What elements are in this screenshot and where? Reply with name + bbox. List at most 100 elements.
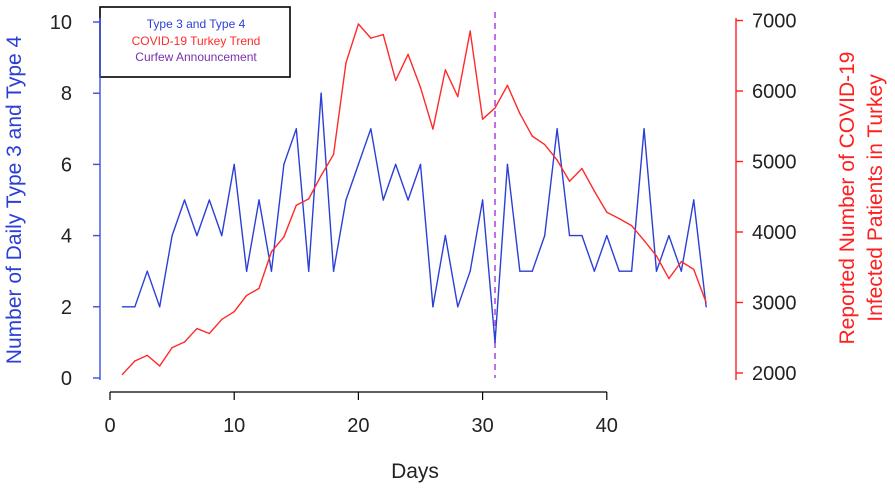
left-tick-label: 10 xyxy=(50,12,72,34)
series-segment xyxy=(407,53,422,89)
series-segment xyxy=(444,69,459,98)
left-tick-label: 8 xyxy=(61,83,72,105)
series-segment xyxy=(668,234,683,272)
series-segment xyxy=(494,163,509,344)
series-segment xyxy=(531,234,546,272)
series-segment xyxy=(394,163,409,201)
series-segment xyxy=(469,199,484,272)
series-segment xyxy=(295,198,310,206)
series-segment xyxy=(407,163,422,201)
series-segment xyxy=(146,270,161,308)
right-tick-label: 5000 xyxy=(752,152,797,174)
series-segment xyxy=(332,199,347,272)
series-segment xyxy=(630,224,645,242)
series-segment xyxy=(568,167,583,182)
legend: Type 3 and Type 4 COVID-19 Turkey Trend … xyxy=(99,6,291,78)
series-segment xyxy=(643,128,658,272)
y-axis-right-title-line1: Reported Number of COVID-19 xyxy=(836,52,859,345)
series-segment xyxy=(643,239,658,257)
right-tick-label: 2000 xyxy=(752,363,797,385)
series-segment xyxy=(270,236,285,253)
series-layer xyxy=(121,23,707,376)
series-segment xyxy=(655,234,670,272)
right-tick-label: 6000 xyxy=(752,81,797,103)
series-segment xyxy=(258,251,273,290)
series-segment xyxy=(593,190,608,213)
x-tick-label: 0 xyxy=(104,415,115,437)
series-segment xyxy=(382,33,397,82)
series-segment xyxy=(183,199,198,237)
series-segment xyxy=(394,53,409,82)
series-segment xyxy=(519,112,533,137)
series-segment xyxy=(618,217,633,227)
series-segment xyxy=(308,174,322,200)
right-tick-label: 7000 xyxy=(752,11,797,33)
series-segment xyxy=(134,354,148,362)
left-tick-label: 6 xyxy=(61,154,72,176)
series-segment xyxy=(506,84,521,115)
series-segment xyxy=(593,234,608,272)
legend-entry-covid: COVID-19 Turkey Trend xyxy=(132,34,261,48)
series-segment xyxy=(556,159,571,182)
series-segment xyxy=(606,234,620,272)
series-segment xyxy=(370,128,384,201)
x-tick-label: 30 xyxy=(471,415,493,437)
series-segment xyxy=(283,204,297,238)
series-segment xyxy=(146,354,161,367)
series-segment xyxy=(270,163,285,272)
legend-entry-curfew: Curfew Announcement xyxy=(135,50,257,64)
y-axis-right-title-line2: Infected Patients in Turkey xyxy=(864,74,887,322)
series-segment xyxy=(233,163,248,272)
right-tick-label: 3000 xyxy=(752,293,797,315)
left-tick-label: 0 xyxy=(61,368,72,390)
series-segment xyxy=(245,199,260,272)
right-axis-ticks: 2000 3000 4000 5000 6000 7000 xyxy=(736,11,797,385)
series-segment xyxy=(171,341,186,349)
legend-box xyxy=(99,6,291,78)
series-segment xyxy=(668,260,683,280)
x-axis-title: Days xyxy=(391,460,439,483)
series-segment xyxy=(531,135,546,146)
series-segment xyxy=(258,199,273,272)
series-segment xyxy=(506,163,521,272)
series-segment xyxy=(245,287,260,297)
x-tick-label: 40 xyxy=(596,415,618,437)
series-segment xyxy=(680,260,695,271)
series-segment xyxy=(494,84,509,109)
series-segment xyxy=(221,310,235,321)
legend-entry-type34: Type 3 and Type 4 xyxy=(147,17,246,31)
series-segment xyxy=(134,270,148,308)
series-segment xyxy=(183,327,198,343)
y-axis-left-title: Number of Daily Type 3 and Type 4 xyxy=(3,35,26,364)
series-segment xyxy=(171,199,186,237)
series-segment xyxy=(196,199,211,237)
series-segment xyxy=(655,255,670,280)
series-segment xyxy=(481,199,496,344)
series-segment xyxy=(382,163,397,201)
series-segment xyxy=(556,128,571,237)
series-segment xyxy=(469,30,484,120)
series-segment xyxy=(419,163,434,308)
x-tick-label: 10 xyxy=(223,415,245,437)
series-segment xyxy=(432,69,447,130)
left-axis-ticks: 0 2 4 6 8 10 xyxy=(50,12,100,390)
left-tick-label: 2 xyxy=(61,297,72,319)
series-segment xyxy=(208,318,223,335)
series-segment xyxy=(419,86,434,130)
series-segment xyxy=(121,360,136,376)
series-segment xyxy=(544,128,558,237)
series-segment xyxy=(693,268,707,304)
series-segment xyxy=(345,163,360,201)
series-segment xyxy=(370,33,384,39)
series-segment xyxy=(581,167,596,192)
series-segment xyxy=(693,199,707,308)
series-segment xyxy=(208,199,223,237)
left-tick-label: 4 xyxy=(61,226,72,248)
series-segment xyxy=(283,128,297,166)
series-segment xyxy=(606,211,620,220)
series-segment xyxy=(680,199,695,272)
series-segment xyxy=(320,92,335,272)
series-segment xyxy=(332,62,347,156)
series-segment xyxy=(581,234,596,272)
